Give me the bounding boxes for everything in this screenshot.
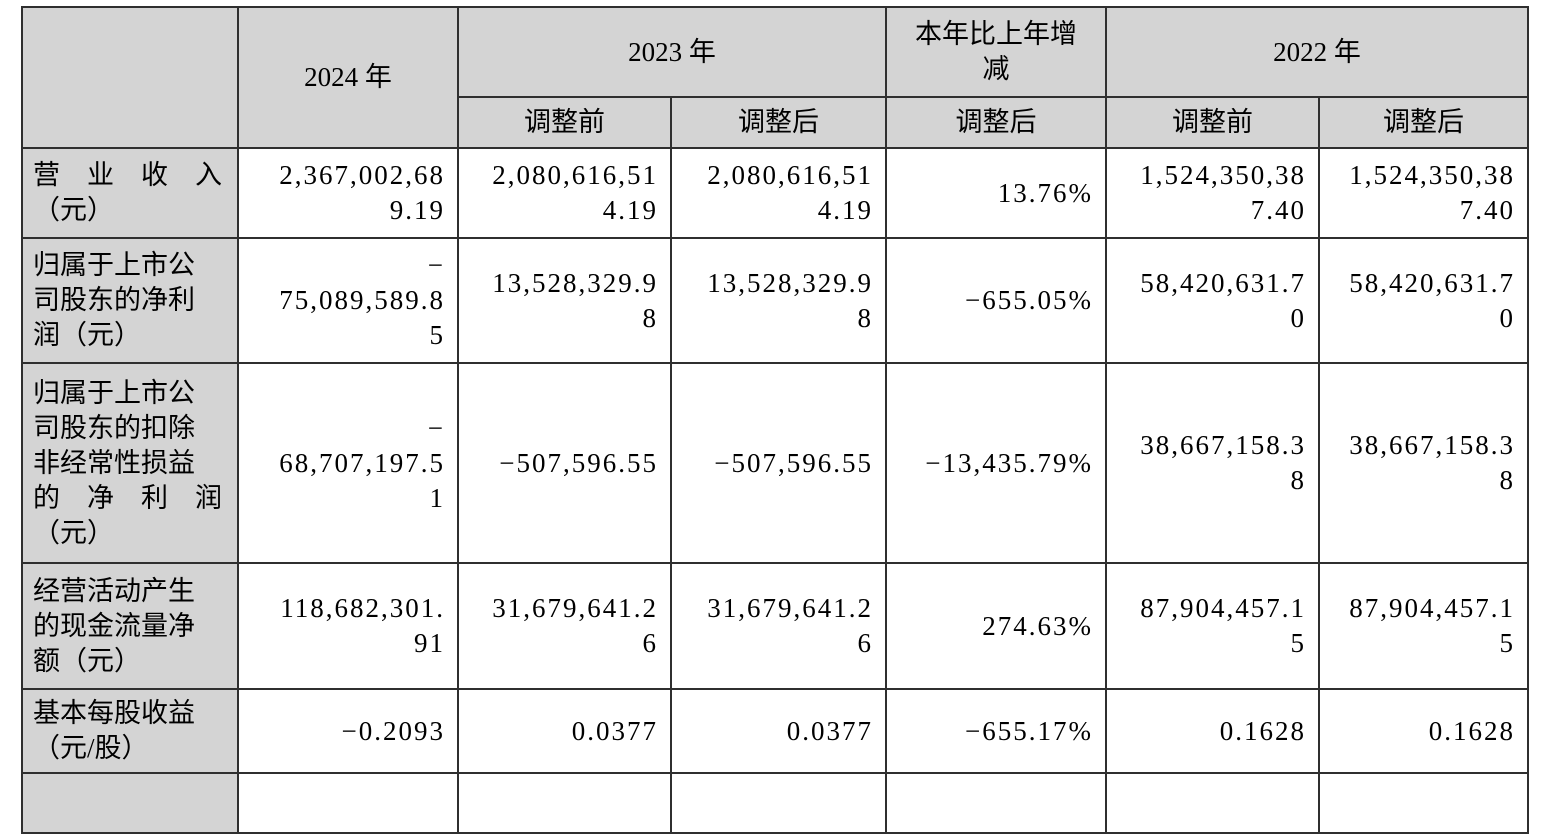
table-row-basic-eps: 基本每股收益 （元/股） −0.2093 0.0377 0.0377 −655.… (21, 688, 1529, 774)
cell-net-profit-2022-before: 58,420,631.7 0 (1105, 237, 1320, 364)
cell-excl-nonrecurring-2022-before: 38,667,158.3 8 (1105, 362, 1320, 564)
header-2022-after-adjust: 调整后 (1318, 96, 1529, 149)
cell-eps-2023-after: 0.0377 (670, 688, 887, 774)
cell-partial-2023-before (457, 772, 672, 834)
cell-cash-flow-2023-after: 31,679,641.2 6 (670, 562, 887, 690)
cell-partial-2022-before (1105, 772, 1320, 834)
header-change-after-adjust: 调整后 (885, 96, 1107, 149)
cell-partial-2023-after (670, 772, 887, 834)
financial-summary-table-container: 2024 年 2023 年 本年比上年增 减 2022 年 调整前 调整后 调整… (21, 6, 1529, 834)
cell-cash-flow-2022-before: 87,904,457.1 5 (1105, 562, 1320, 690)
header-2022-before-adjust: 调整前 (1105, 96, 1320, 149)
table-row-net-profit: 归属于上市公 司股东的净利 润（元） − 75,089,589.8 5 13,5… (21, 237, 1529, 364)
header-row-adjustments: 调整前 调整后 调整后 调整前 调整后 (22, 96, 1529, 149)
cell-partial-change (885, 772, 1107, 834)
header-yoy-change: 本年比上年增 减 (885, 6, 1107, 98)
cell-net-profit-2022-after: 58,420,631.7 0 (1318, 237, 1529, 364)
header-2023: 2023 年 (457, 6, 887, 98)
row-label-basic-eps: 基本每股收益 （元/股） (21, 688, 239, 774)
row-label-net-profit-excl-nonrecurring: 归属于上市公 司股东的扣除 非经常性损益 的 净 利 润 （元） (21, 362, 239, 564)
cell-cash-flow-2022-after: 87,904,457.1 5 (1318, 562, 1529, 690)
header-2022: 2022 年 (1105, 6, 1529, 98)
cell-excl-nonrecurring-2023-before: −507,596.55 (457, 362, 672, 564)
cell-eps-2022-after: 0.1628 (1318, 688, 1529, 774)
cell-revenue-2022-after: 1,524,350,38 7.40 (1318, 147, 1529, 239)
cell-net-profit-2023-after: 13,528,329.9 8 (670, 237, 887, 364)
cell-revenue-2024: 2,367,002,68 9.19 (237, 147, 459, 239)
row-label-net-profit: 归属于上市公 司股东的净利 润（元） (21, 237, 239, 364)
cell-excl-nonrecurring-2024: − 68,707,197.5 1 (237, 362, 459, 564)
row-label-operating-cash-flow: 经营活动产生 的现金流量净 额（元） (21, 562, 239, 690)
cell-eps-change: −655.17% (885, 688, 1107, 774)
cell-eps-2023-before: 0.0377 (457, 688, 672, 774)
table-row-partial (21, 772, 1529, 834)
cell-excl-nonrecurring-2023-after: −507,596.55 (670, 362, 887, 564)
cell-net-profit-change: −655.05% (885, 237, 1107, 364)
financial-summary-table: 2024 年 2023 年 本年比上年增 减 2022 年 调整前 调整后 调整… (21, 6, 1529, 834)
cell-excl-nonrecurring-2022-after: 38,667,158.3 8 (1318, 362, 1529, 564)
header-row-years: 2024 年 2023 年 本年比上年增 减 2022 年 (21, 6, 1529, 149)
cell-excl-nonrecurring-change: −13,435.79% (885, 362, 1107, 564)
cell-revenue-2023-after: 2,080,616,51 4.19 (670, 147, 887, 239)
table-row-revenue: 营 业 收 入 （元） 2,367,002,68 9.19 2,080,616,… (21, 147, 1529, 239)
cell-revenue-2022-before: 1,524,350,38 7.40 (1105, 147, 1320, 239)
row-label-revenue: 营 业 收 入 （元） (21, 147, 239, 239)
header-corner-cell (21, 6, 239, 149)
cell-eps-2024: −0.2093 (237, 688, 459, 774)
cell-revenue-2023-before: 2,080,616,51 4.19 (457, 147, 672, 239)
cell-cash-flow-2024: 118,682,301. 91 (237, 562, 459, 690)
table-row-net-profit-excl-nonrecurring: 归属于上市公 司股东的扣除 非经常性损益 的 净 利 润 （元） − 68,70… (21, 362, 1529, 564)
cell-eps-2022-before: 0.1628 (1105, 688, 1320, 774)
cell-net-profit-2023-before: 13,528,329.9 8 (457, 237, 672, 364)
cell-cash-flow-change: 274.63% (885, 562, 1107, 690)
table-row-operating-cash-flow: 经营活动产生 的现金流量净 额（元） 118,682,301. 91 31,67… (21, 562, 1529, 690)
header-2024: 2024 年 (237, 6, 459, 149)
header-2023-before-adjust: 调整前 (457, 96, 672, 149)
row-label-partial (21, 772, 239, 834)
header-2023-after-adjust: 调整后 (670, 96, 887, 149)
cell-cash-flow-2023-before: 31,679,641.2 6 (457, 562, 672, 690)
cell-partial-2022-after (1318, 772, 1529, 834)
cell-partial-2024 (237, 772, 459, 834)
cell-revenue-change: 13.76% (885, 147, 1107, 239)
cell-net-profit-2024: − 75,089,589.8 5 (237, 237, 459, 364)
